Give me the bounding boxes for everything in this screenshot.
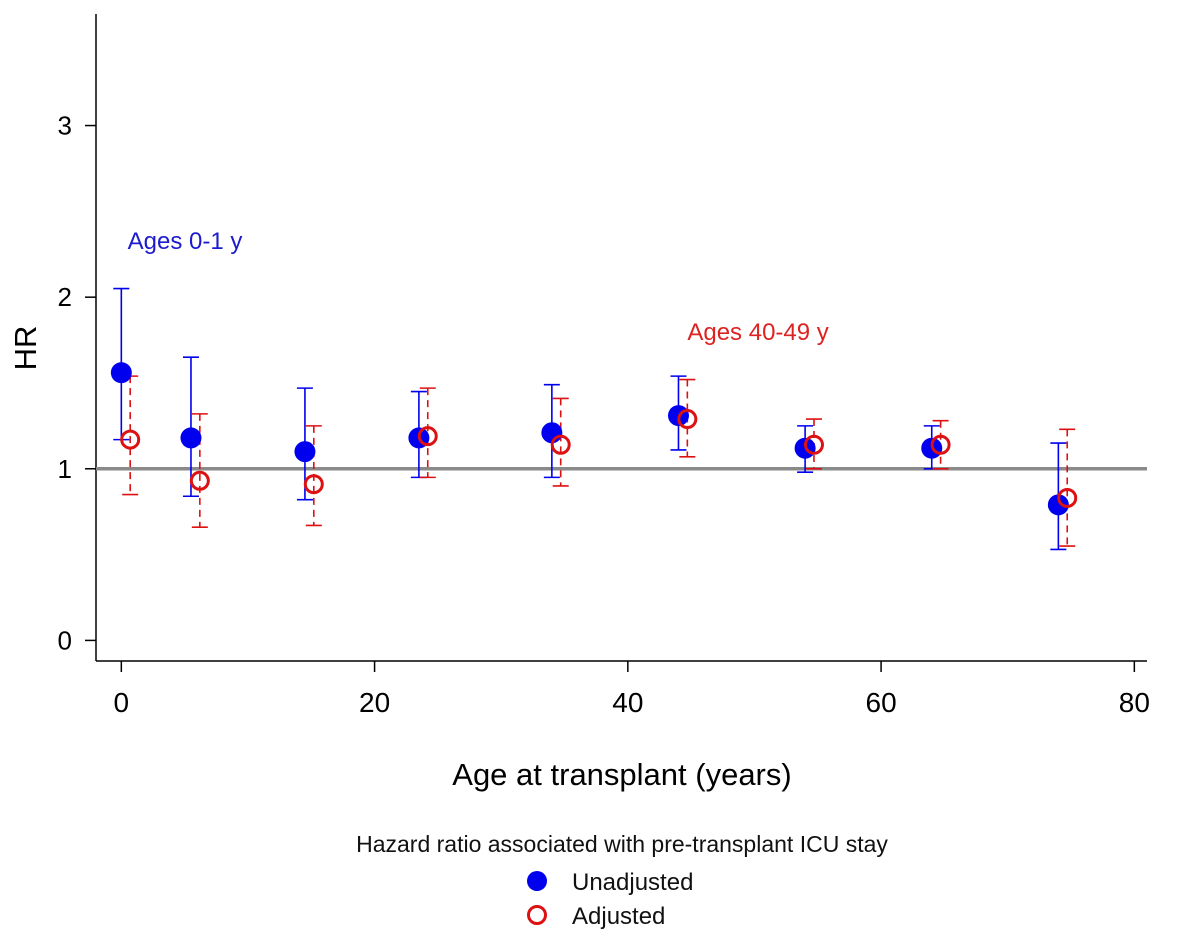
point-unadjusted	[180, 427, 202, 449]
legend-label-adjusted: Adjusted	[572, 903, 665, 930]
legend-marker-unadjusted	[527, 871, 547, 891]
legend: Hazard ratio associated with pre-transpl…	[356, 831, 888, 930]
x-tick-label: 20	[359, 687, 390, 718]
point-unadjusted	[541, 422, 563, 444]
y-tick-label: 0	[58, 625, 72, 655]
y-axis-label: HR	[8, 326, 43, 371]
x-tick-label: 80	[1119, 687, 1150, 718]
point-adjusted	[1057, 487, 1078, 508]
legend-label-unadjusted: Unadjusted	[572, 869, 693, 896]
legend-title: Hazard ratio associated with pre-transpl…	[356, 831, 888, 857]
x-tick-label: 0	[114, 687, 130, 718]
annotation-label: Ages 40-49 y	[687, 319, 828, 346]
y-tick-label: 2	[58, 282, 72, 312]
y-tick-label: 3	[58, 111, 72, 141]
point-adjusted	[930, 434, 951, 455]
point-adjusted	[677, 409, 698, 430]
point-adjusted	[303, 474, 324, 495]
point-unadjusted	[294, 441, 316, 463]
x-tick-label: 60	[866, 687, 897, 718]
x-axis-label: Age at transplant (years)	[452, 757, 791, 792]
point-adjusted	[189, 470, 210, 491]
axes: 0 1 2 3 0 20 40 60 80	[58, 14, 1150, 718]
legend-marker-adjusted	[527, 905, 547, 925]
point-adjusted	[550, 434, 571, 455]
point-adjusted	[120, 429, 141, 450]
x-tick-label: 40	[612, 687, 643, 718]
point-unadjusted	[1047, 494, 1069, 516]
point-unadjusted	[110, 362, 132, 384]
legend-entry-unadjusted: Unadjusted	[527, 869, 693, 896]
annotations: Ages 0-1 y Ages 40-49 y	[128, 228, 829, 346]
point-adjusted	[803, 434, 824, 455]
legend-entry-adjusted: Adjusted	[527, 903, 665, 930]
point-adjusted	[417, 426, 438, 447]
y-tick-label: 1	[58, 454, 72, 484]
annotation-label: Ages 0-1 y	[128, 228, 243, 255]
data-marks	[110, 287, 1078, 551]
